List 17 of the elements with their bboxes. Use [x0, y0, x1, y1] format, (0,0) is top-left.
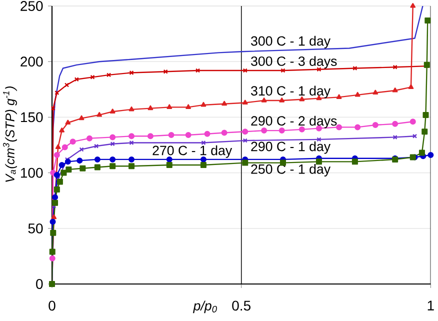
series-label: 270 C - 1 day	[152, 145, 232, 158]
y-tick-label: 0	[36, 279, 43, 289]
series-label: 300 C - 3 days	[251, 56, 337, 69]
text: p/p$_{0}$	[192, 300, 217, 314]
y-tick-label: 200	[20, 56, 43, 67]
series-label: 290 C - 1 day	[251, 141, 331, 154]
series-label: 300 C - 1 day	[251, 36, 331, 48]
y-tick-label: 150	[21, 112, 43, 122]
y-tick-label: 250	[20, 1, 43, 11]
x-tick-label: 0	[48, 300, 56, 311]
x-tick-label: 0.5	[232, 300, 250, 311]
series-label: 290 C - 2 days	[251, 116, 337, 128]
series-label: 310 C - 1 day	[251, 86, 331, 98]
text: V$_{a}$(cm$^{3}$(STP) g$^{-1}$)	[3, 86, 17, 182]
x-tick-label: 1	[428, 300, 434, 310]
y-tick-label: 50	[28, 223, 43, 234]
y-tick-label: 100	[21, 168, 43, 178]
